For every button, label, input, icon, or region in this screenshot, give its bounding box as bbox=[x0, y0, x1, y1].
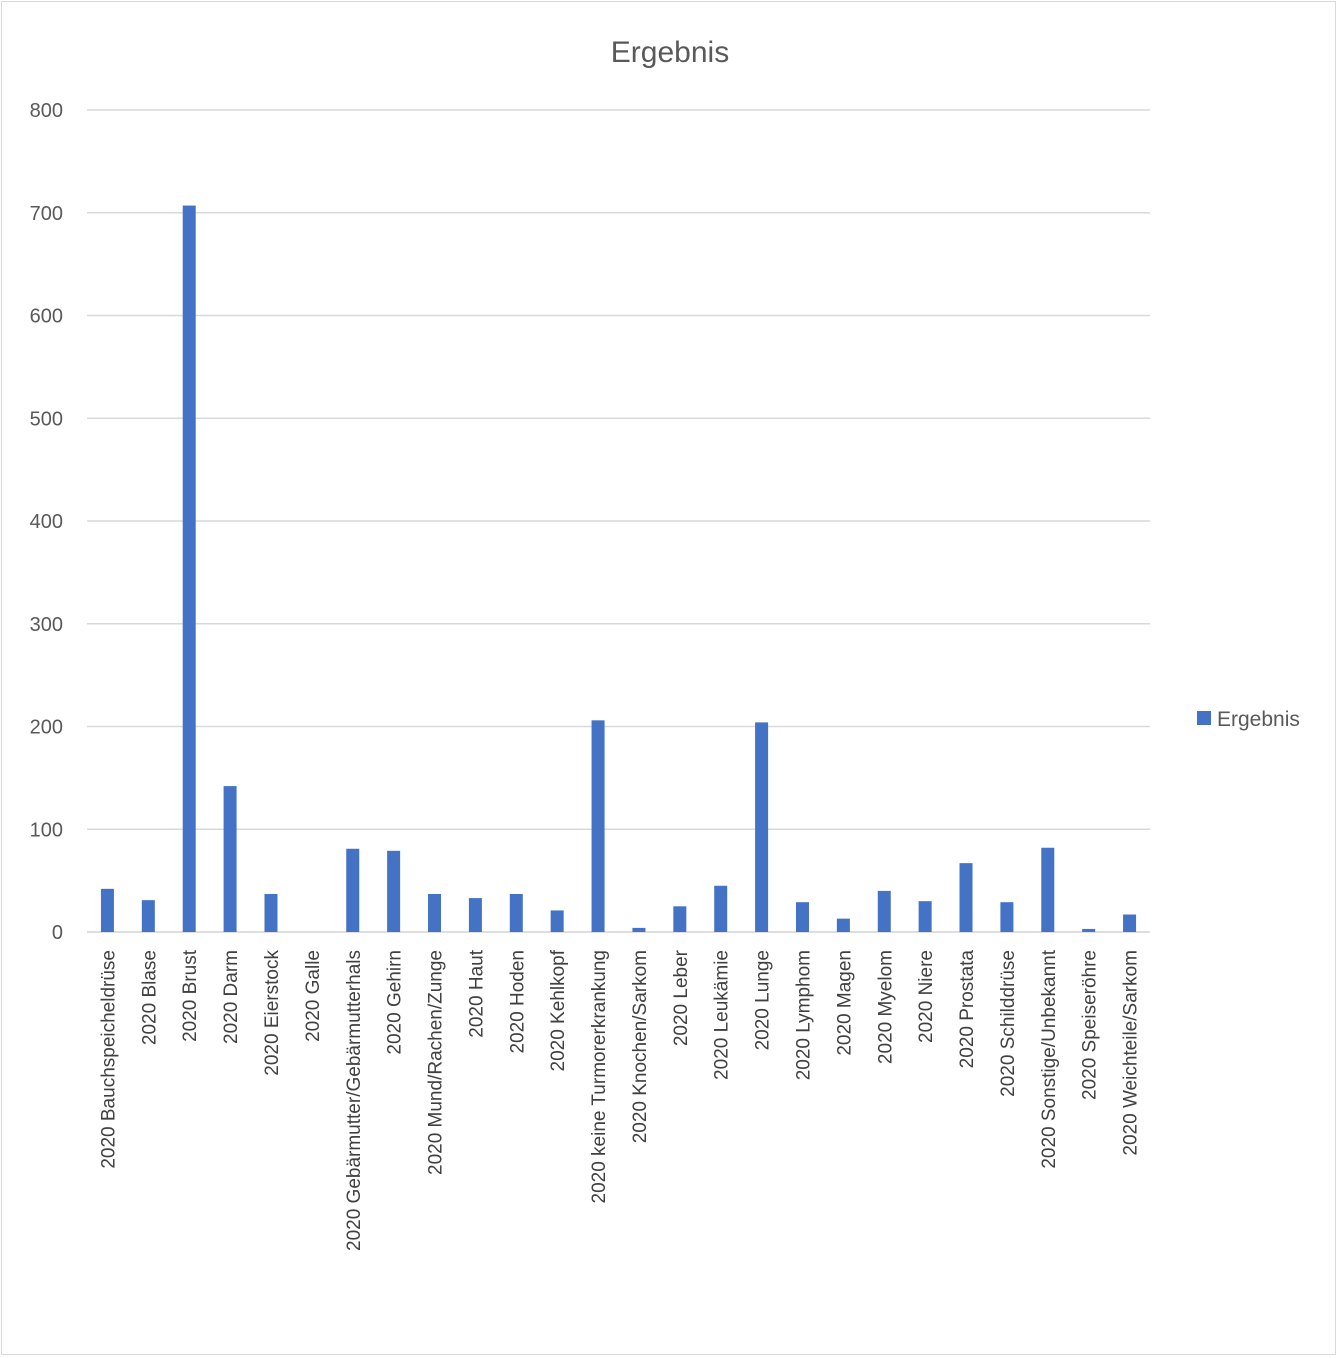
x-category-label: 2020 Brust bbox=[180, 949, 201, 1042]
x-axis-labels: 2020 Bauchspeicheldrüse 2020 Blase 2020 Br… bbox=[98, 949, 1141, 1251]
x-category-label: 2020 Knochen/Sarkom bbox=[630, 950, 651, 1143]
bar bbox=[1041, 847, 1055, 932]
y-tick-label: 300 bbox=[30, 614, 63, 636]
y-axis-ticks: 0 100 200 300 400 500 600 700 800 bbox=[30, 100, 63, 944]
x-category-label: 2020 Leber bbox=[671, 949, 692, 1046]
y-tick-label: 700 bbox=[30, 203, 63, 225]
x-category-label: 2020 Sonstige/Unbekannt bbox=[1039, 949, 1060, 1168]
bar bbox=[387, 850, 401, 932]
legend: Ergebnis bbox=[1197, 708, 1300, 731]
bar bbox=[1082, 928, 1096, 932]
x-category-label: 2020 Speiseröhre bbox=[1080, 950, 1101, 1100]
bar bbox=[795, 902, 809, 932]
bar bbox=[673, 906, 687, 932]
bar bbox=[755, 722, 769, 932]
bar bbox=[918, 901, 932, 932]
x-category-label: 2020 Mund/Rachen/Zunge bbox=[426, 950, 447, 1175]
x-category-label: 2020 Haut bbox=[466, 949, 487, 1037]
x-category-label: 2020 keine Turmorerkrankung bbox=[589, 950, 610, 1203]
x-category-label: 2020 Magen bbox=[834, 950, 855, 1056]
y-tick-label: 100 bbox=[30, 819, 63, 841]
y-tick-label: 400 bbox=[30, 511, 63, 533]
chart-title: Ergebnis bbox=[611, 36, 729, 69]
bar bbox=[714, 885, 728, 932]
bar bbox=[264, 893, 278, 932]
bar bbox=[468, 898, 482, 932]
bar bbox=[550, 910, 564, 932]
bar bbox=[877, 890, 891, 932]
x-category-label: 2020 Niere bbox=[916, 950, 937, 1043]
y-tick-label: 0 bbox=[52, 922, 63, 944]
x-category-label: 2020 Weichteile/Sarkom bbox=[1121, 950, 1142, 1156]
x-category-label: 2020 Prostata bbox=[957, 950, 978, 1069]
y-tick-label: 600 bbox=[30, 306, 63, 328]
bars bbox=[100, 205, 1137, 932]
bar bbox=[182, 205, 196, 932]
bar bbox=[959, 863, 973, 932]
gridlines bbox=[87, 109, 1150, 933]
x-category-label: 2020 Darm bbox=[221, 950, 242, 1044]
y-tick-label: 500 bbox=[30, 408, 63, 430]
bar bbox=[632, 927, 646, 932]
x-category-label: 2020 Bauchspeicheldrüse bbox=[98, 950, 119, 1169]
x-category-label: 2020 Galle bbox=[303, 950, 324, 1042]
bar bbox=[1000, 902, 1014, 932]
x-category-label: 2020 Eierstock bbox=[262, 950, 283, 1076]
bar bbox=[141, 900, 155, 932]
x-category-label: 2020 Hoden bbox=[507, 950, 528, 1054]
bar bbox=[223, 786, 237, 932]
y-tick-label: 800 bbox=[30, 100, 63, 122]
x-category-label: 2020 Lunge bbox=[753, 950, 774, 1050]
bar bbox=[591, 720, 605, 932]
x-category-label: 2020 Gebärmutter/Gebärmutterhals bbox=[344, 950, 365, 1251]
x-category-label: 2020 Myelom bbox=[875, 950, 896, 1064]
y-tick-label: 200 bbox=[30, 717, 63, 739]
legend-swatch bbox=[1197, 711, 1211, 725]
bar bbox=[1123, 914, 1137, 932]
x-category-label: 2020 Schilddrüse bbox=[998, 950, 1019, 1097]
x-category-label: 2020 Lymphom bbox=[793, 950, 814, 1080]
x-category-label: 2020 Gehirn bbox=[385, 950, 406, 1055]
x-category-label: 2020 Kehlkopf bbox=[548, 949, 569, 1071]
bar bbox=[428, 893, 442, 932]
x-category-label: 2020 Blase bbox=[139, 950, 160, 1045]
legend-label: Ergebnis bbox=[1217, 708, 1300, 731]
bar bbox=[836, 918, 850, 932]
bar bbox=[100, 888, 114, 932]
bar bbox=[346, 848, 360, 932]
bar bbox=[509, 893, 523, 932]
x-category-label: 2020 Leukämie bbox=[712, 950, 733, 1080]
